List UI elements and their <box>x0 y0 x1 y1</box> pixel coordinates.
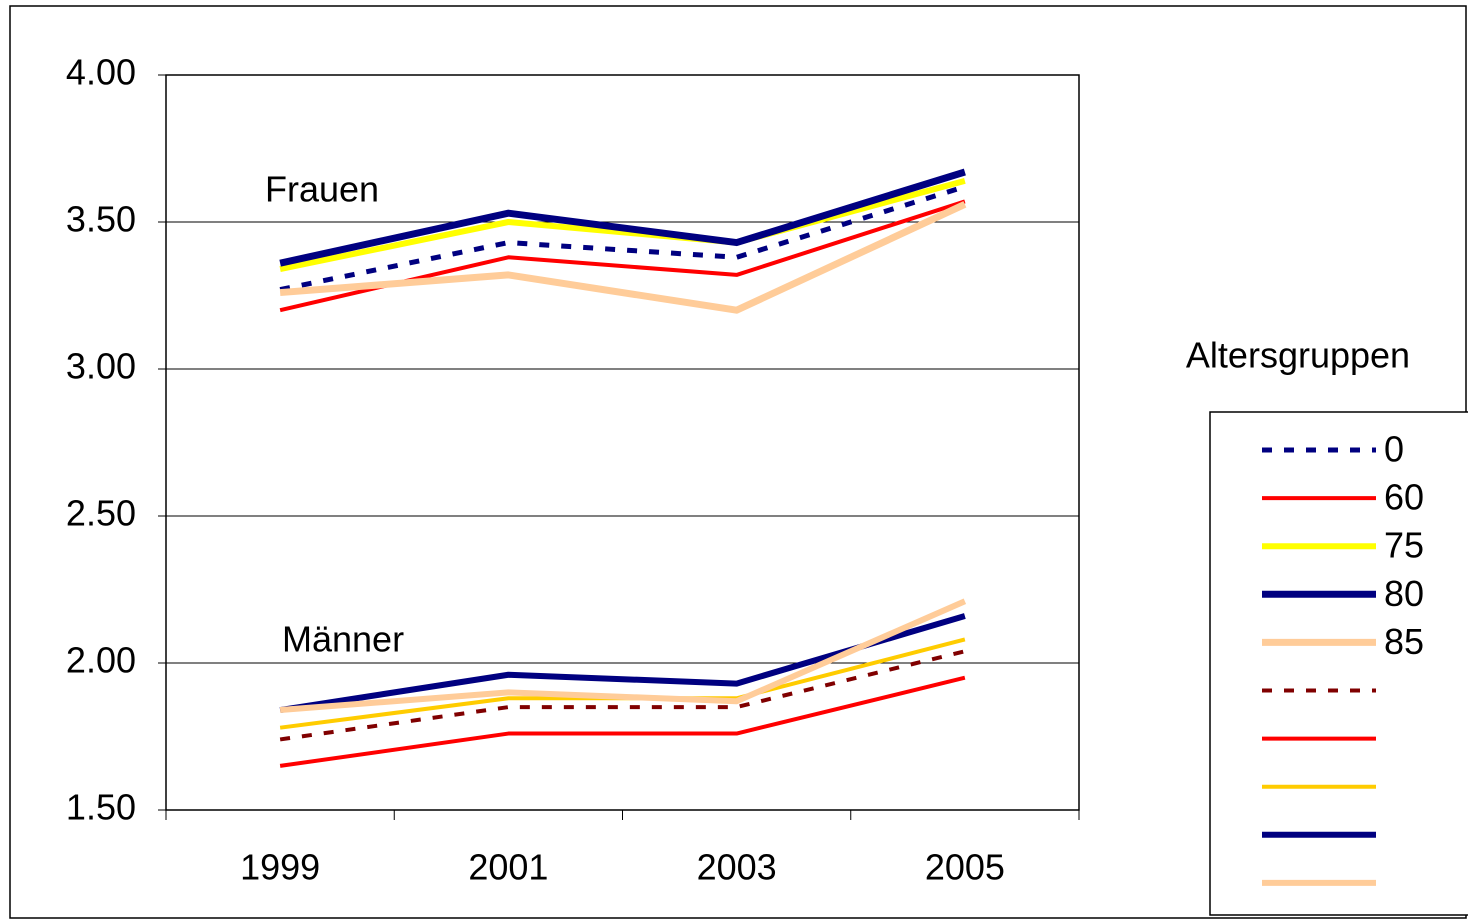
series-line <box>279 184 966 293</box>
annotation: Männer <box>282 619 404 660</box>
annotation: Frauen <box>265 169 379 210</box>
legend-title: Altersgruppen <box>1186 335 1410 376</box>
series-line <box>279 201 967 314</box>
y-tick-label: 4.00 <box>66 52 136 93</box>
x-tick-label: 2005 <box>925 847 1005 888</box>
legend-label: 85 <box>1384 621 1424 662</box>
y-tick-label: 3.00 <box>66 346 136 387</box>
legend-label: 75 <box>1384 525 1424 566</box>
series-line <box>279 177 966 272</box>
series-line <box>279 675 966 768</box>
legend-box <box>1209 411 1468 916</box>
series-line <box>279 649 966 742</box>
y-tick-label: 3.50 <box>66 199 136 240</box>
legend-label: 80 <box>1384 573 1424 614</box>
y-tick-label: 2.00 <box>66 640 136 681</box>
x-tick-label: 1999 <box>240 847 320 888</box>
x-tick-label: 2001 <box>468 847 548 888</box>
x-tick-label: 2003 <box>697 847 777 888</box>
series-line <box>279 598 967 714</box>
y-tick-label: 2.50 <box>66 493 136 534</box>
series-line <box>279 168 966 267</box>
legend-label: 60 <box>1384 477 1424 518</box>
legend-label: 0 <box>1384 429 1404 470</box>
y-tick-label: 1.50 <box>66 787 136 828</box>
